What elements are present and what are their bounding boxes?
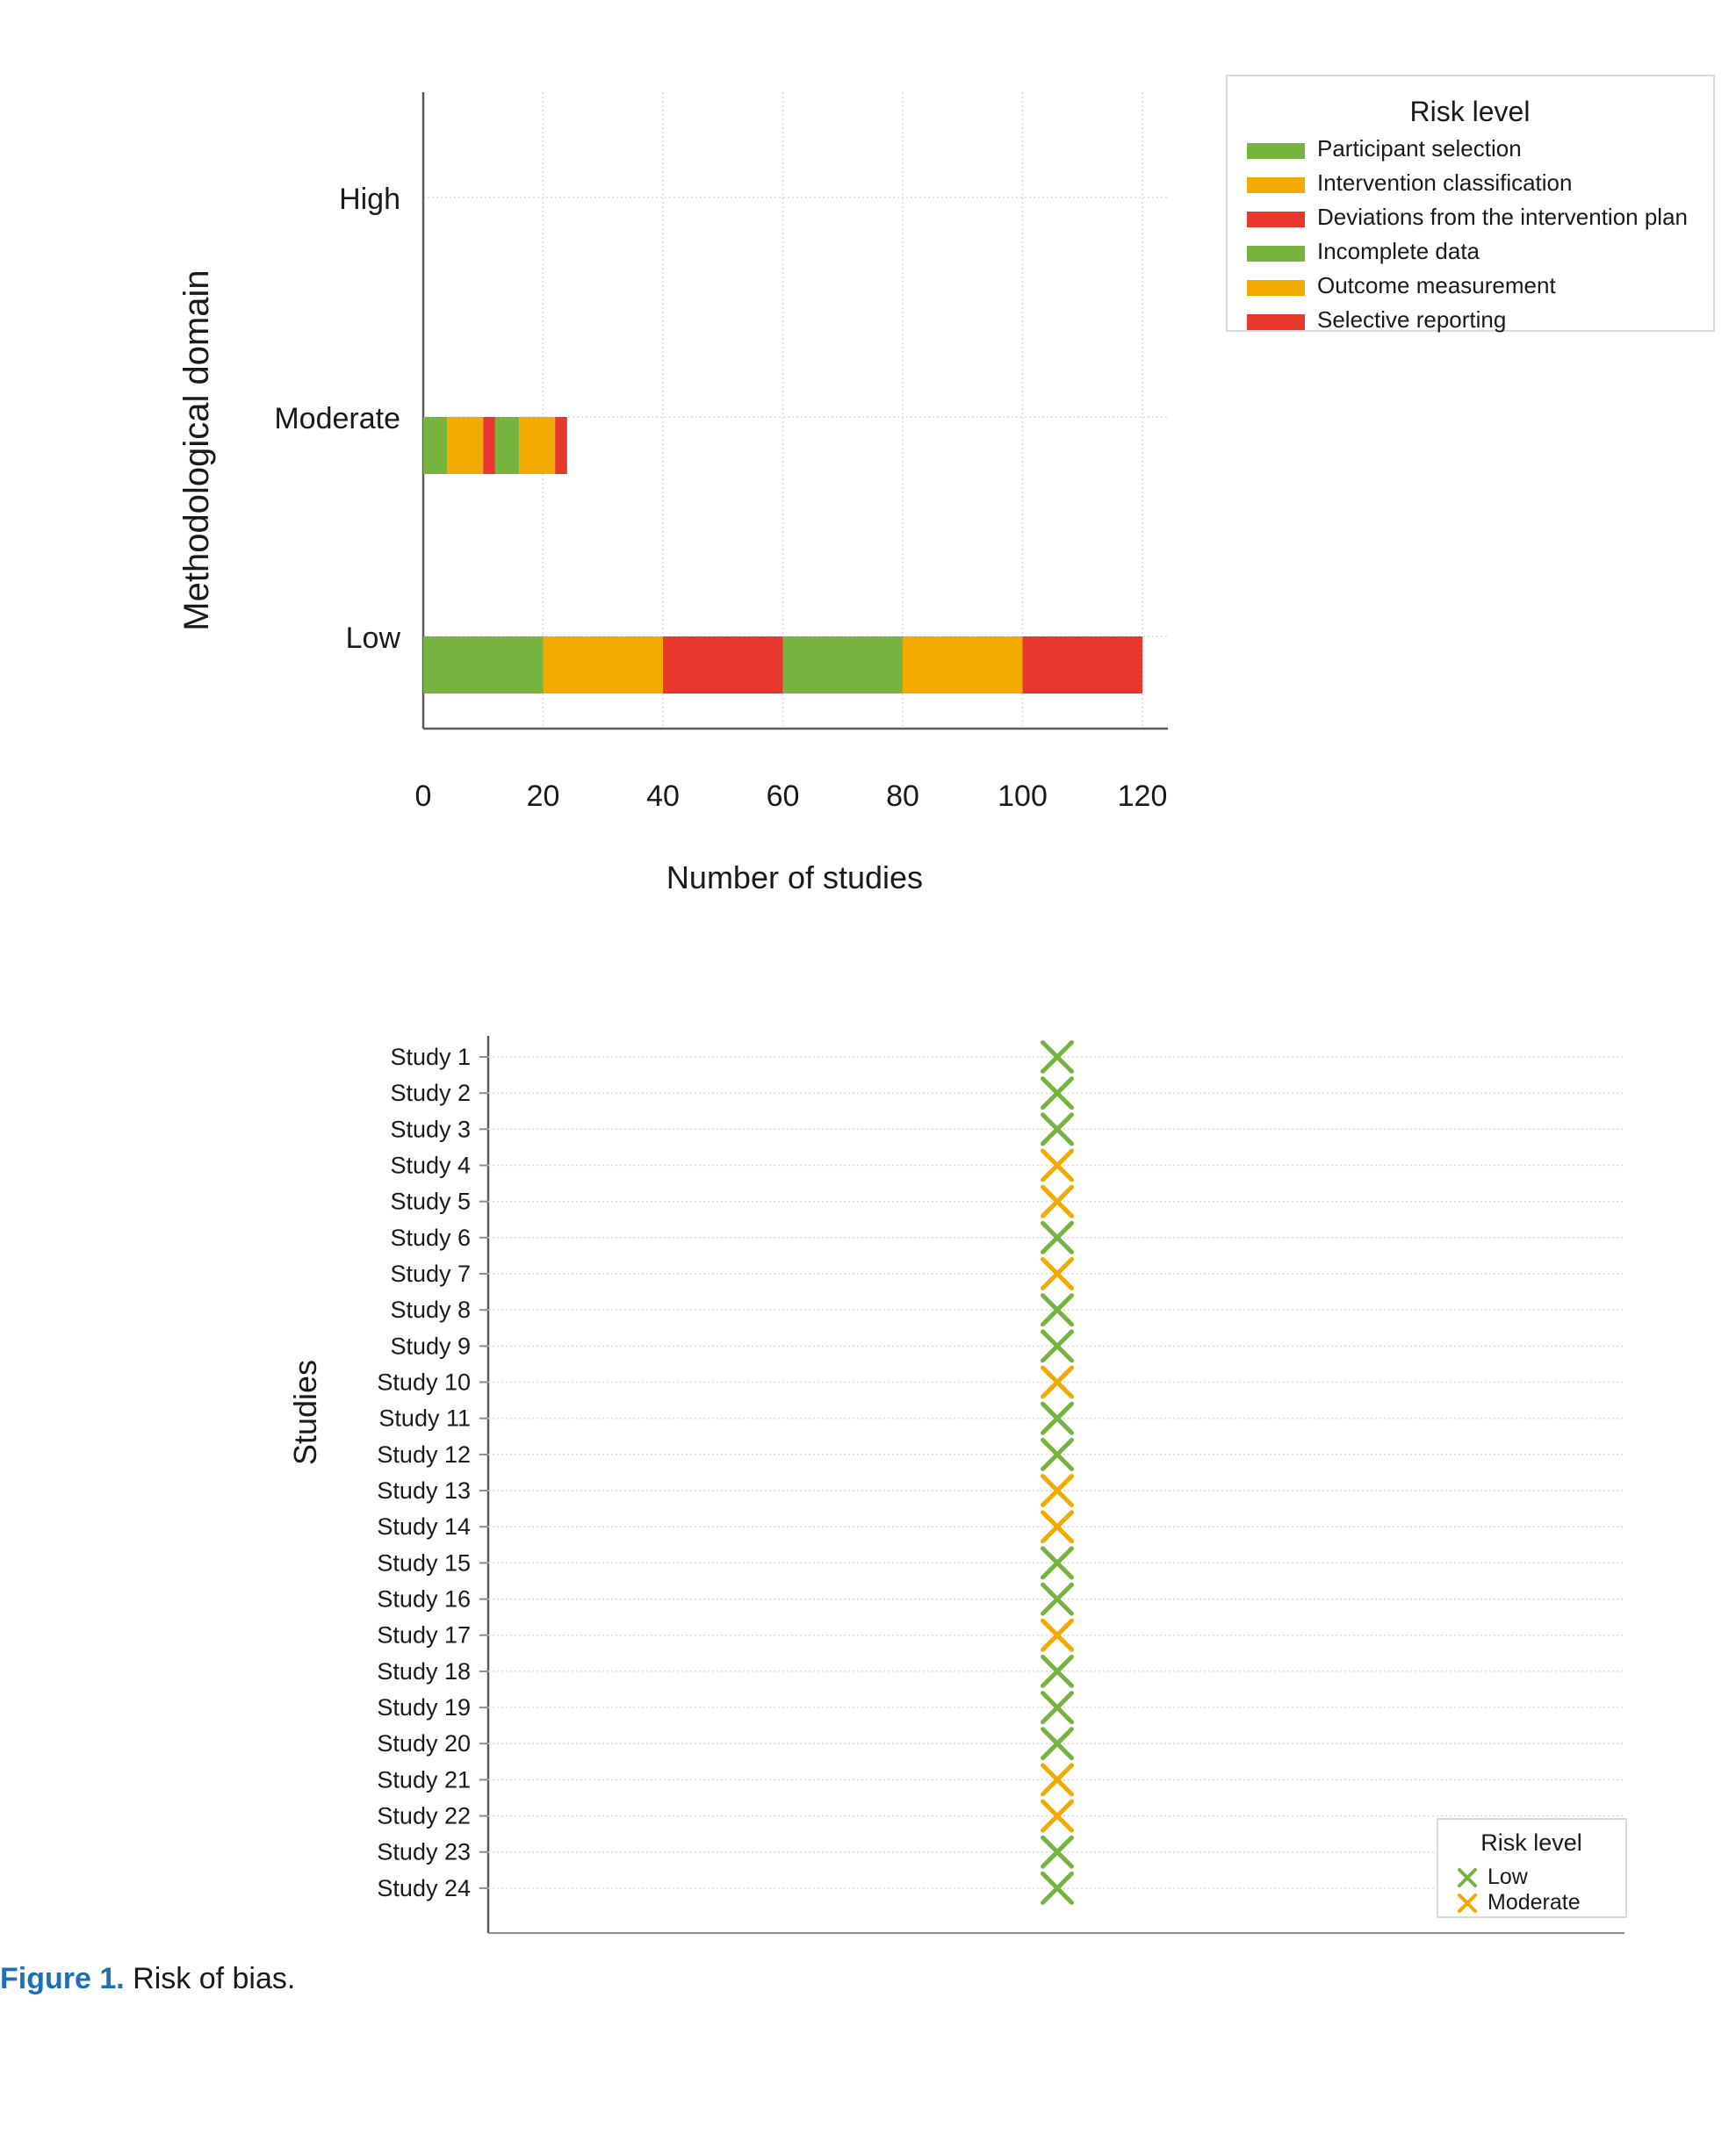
svg-text:20: 20 <box>527 780 560 813</box>
svg-text:Study 21: Study 21 <box>377 1766 471 1793</box>
svg-text:Deviations from the interventi: Deviations from the intervention plan <box>1317 204 1688 230</box>
svg-text:Study 10: Study 10 <box>377 1369 471 1396</box>
svg-text:0: 0 <box>415 780 432 813</box>
svg-text:Low: Low <box>1487 1865 1529 1889</box>
svg-text:Study 18: Study 18 <box>377 1658 471 1685</box>
svg-text:Study 20: Study 20 <box>377 1730 471 1757</box>
svg-text:Moderate: Moderate <box>1487 1890 1581 1915</box>
svg-text:80: 80 <box>886 780 919 813</box>
svg-text:Methodological domain: Methodological domain <box>177 270 216 630</box>
svg-text:Study 22: Study 22 <box>377 1803 471 1829</box>
svg-text:Incomplete data: Incomplete data <box>1317 238 1480 264</box>
svg-text:Outcome measurement: Outcome measurement <box>1317 272 1556 298</box>
svg-text:Study 23: Study 23 <box>377 1839 471 1865</box>
svg-text:Study 15: Study 15 <box>377 1549 471 1576</box>
svg-text:40: 40 <box>646 780 680 813</box>
svg-text:Study 16: Study 16 <box>377 1586 471 1613</box>
svg-text:Study 19: Study 19 <box>377 1694 471 1721</box>
svg-text:60: 60 <box>767 780 800 813</box>
svg-text:Study 3: Study 3 <box>390 1116 471 1142</box>
svg-text:100: 100 <box>998 780 1048 813</box>
svg-text:Study 11: Study 11 <box>378 1405 471 1432</box>
svg-text:Moderate: Moderate <box>274 402 400 435</box>
svg-text:Study 5: Study 5 <box>390 1189 471 1215</box>
svg-text:Study 12: Study 12 <box>377 1441 471 1468</box>
svg-text:Study 9: Study 9 <box>390 1333 471 1359</box>
svg-text:Study 2: Study 2 <box>390 1080 471 1106</box>
svg-text:Number of studies: Number of studies <box>666 859 923 895</box>
svg-text:Study 17: Study 17 <box>377 1622 471 1649</box>
svg-text:Study 14: Study 14 <box>377 1513 471 1540</box>
svg-text:Intervention classification: Intervention classification <box>1317 169 1572 196</box>
svg-text:120: 120 <box>1118 780 1168 813</box>
svg-text:Study 1: Study 1 <box>390 1044 471 1070</box>
svg-text:Study 24: Study 24 <box>377 1875 471 1901</box>
svg-text:Study 6: Study 6 <box>390 1225 471 1251</box>
svg-text:Study 13: Study 13 <box>377 1477 471 1504</box>
svg-text:Studies: Studies <box>287 1360 323 1465</box>
svg-text:High: High <box>339 183 400 216</box>
svg-text:Risk level: Risk level <box>1410 96 1531 127</box>
svg-text:Study 4: Study 4 <box>390 1153 471 1179</box>
svg-text:Participant selection: Participant selection <box>1317 135 1522 162</box>
svg-text:Risk level: Risk level <box>1480 1829 1582 1856</box>
svg-text:Selective reporting: Selective reporting <box>1317 306 1506 333</box>
svg-text:Study 7: Study 7 <box>390 1261 471 1287</box>
svg-text:Low: Low <box>346 622 401 655</box>
svg-text:Study 8: Study 8 <box>390 1297 471 1323</box>
